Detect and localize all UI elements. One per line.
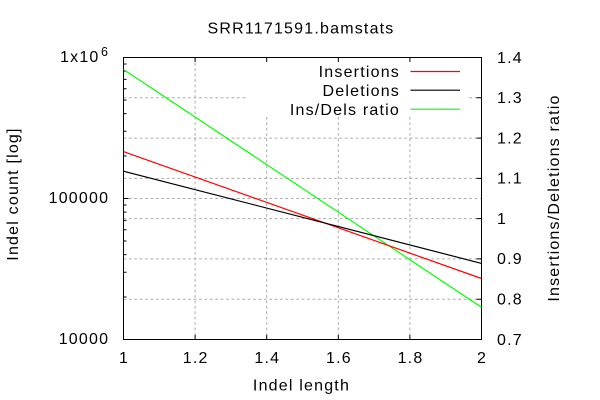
svg-text:1.2: 1.2 — [183, 350, 209, 367]
svg-text:Ins/Dels ratio: Ins/Dels ratio — [290, 102, 400, 119]
svg-text:1: 1 — [119, 350, 129, 367]
svg-text:Insertions/Deletions ratio: Insertions/Deletions ratio — [546, 94, 563, 301]
svg-text:100000: 100000 — [49, 190, 110, 207]
svg-text:0.9: 0.9 — [497, 251, 523, 268]
svg-text:Insertions: Insertions — [319, 64, 400, 81]
svg-text:1: 1 — [497, 211, 507, 228]
svg-text:1.6: 1.6 — [326, 350, 352, 367]
svg-text:1.3: 1.3 — [497, 90, 523, 107]
svg-text:0.8: 0.8 — [497, 292, 523, 309]
svg-text:1.4: 1.4 — [497, 50, 523, 67]
svg-text:Indel length: Indel length — [253, 378, 350, 395]
svg-text:Deletions: Deletions — [322, 83, 400, 100]
svg-text:0.7: 0.7 — [497, 332, 523, 349]
svg-text:Indel count [log]: Indel count [log] — [5, 127, 22, 260]
svg-text:1.4: 1.4 — [254, 350, 280, 367]
svg-text:1.1: 1.1 — [497, 171, 523, 188]
svg-text:SRR1171591.bamstats: SRR1171591.bamstats — [207, 20, 394, 37]
svg-text:1.8: 1.8 — [398, 350, 424, 367]
svg-text:10000: 10000 — [59, 331, 110, 348]
svg-text:2: 2 — [477, 350, 487, 367]
svg-text:1.2: 1.2 — [497, 130, 523, 147]
